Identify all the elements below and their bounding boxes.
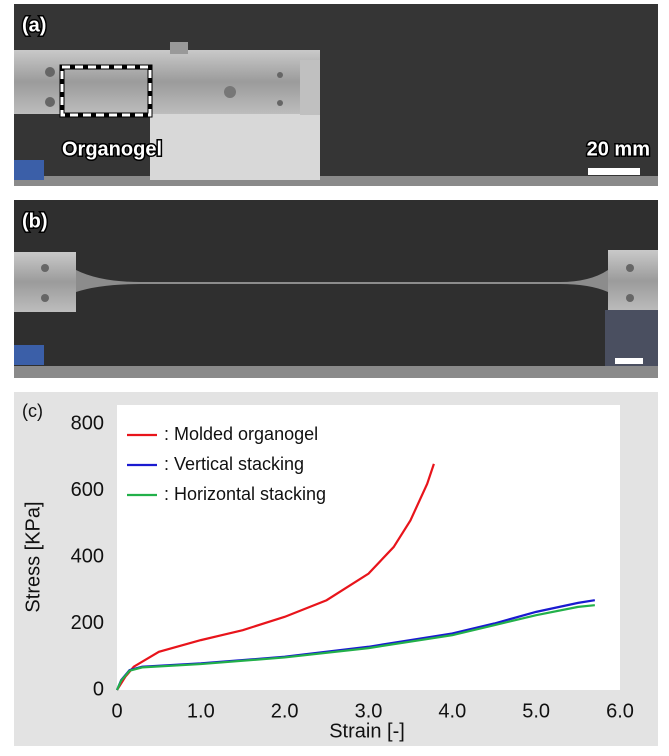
y-tick-label: 0 [93, 678, 104, 700]
y-tick-label: 600 [71, 479, 104, 501]
panel-label: (b) [22, 210, 48, 232]
x-tick-label: 0 [111, 700, 122, 722]
x-tick-label: 1.0 [187, 700, 215, 722]
x-tick-label: 3.0 [355, 700, 383, 722]
photo-b [14, 200, 658, 378]
legend-label: : Horizontal stacking [164, 484, 326, 504]
x-tick-label: 6.0 [606, 700, 634, 722]
y-axis-label: Stress [KPa] [22, 501, 44, 612]
y-tick-label: 400 [71, 545, 104, 567]
x-tick-label: 4.0 [438, 700, 466, 722]
figure: (a) Organogel 20 mm (b) (c) Strain [-] S… [0, 0, 669, 756]
x-tick-label: 2.0 [271, 700, 299, 722]
x-tick-label: 5.0 [522, 700, 550, 722]
scale-label: 20 mm [587, 138, 650, 160]
panel-label: (c) [22, 401, 43, 421]
annotation: Organogel [62, 138, 162, 160]
legend-label: : Vertical stacking [164, 454, 304, 474]
legend-label: : Molded organogel [164, 424, 318, 444]
y-tick-label: 800 [71, 412, 104, 434]
x-axis-label: Strain [-] [329, 720, 405, 742]
y-tick-label: 200 [71, 612, 104, 634]
panel-label: (a) [22, 14, 46, 36]
